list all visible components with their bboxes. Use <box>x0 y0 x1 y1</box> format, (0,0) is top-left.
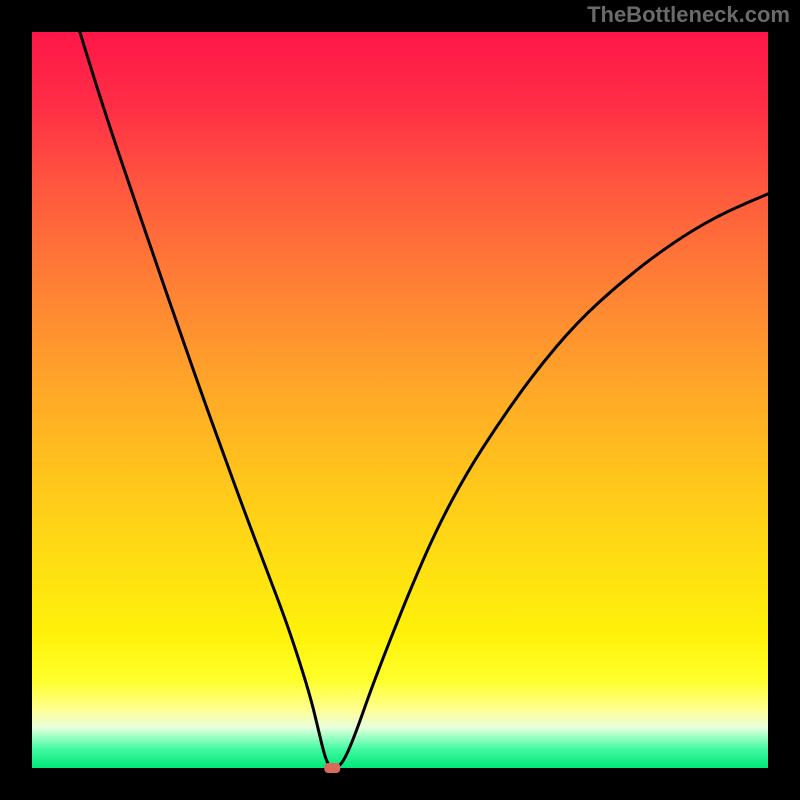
watermark-text: TheBottleneck.com <box>587 2 790 28</box>
chart-canvas <box>0 0 800 800</box>
optimal-marker <box>324 763 340 773</box>
plot-background <box>32 32 768 768</box>
bottleneck-chart: TheBottleneck.com <box>0 0 800 800</box>
